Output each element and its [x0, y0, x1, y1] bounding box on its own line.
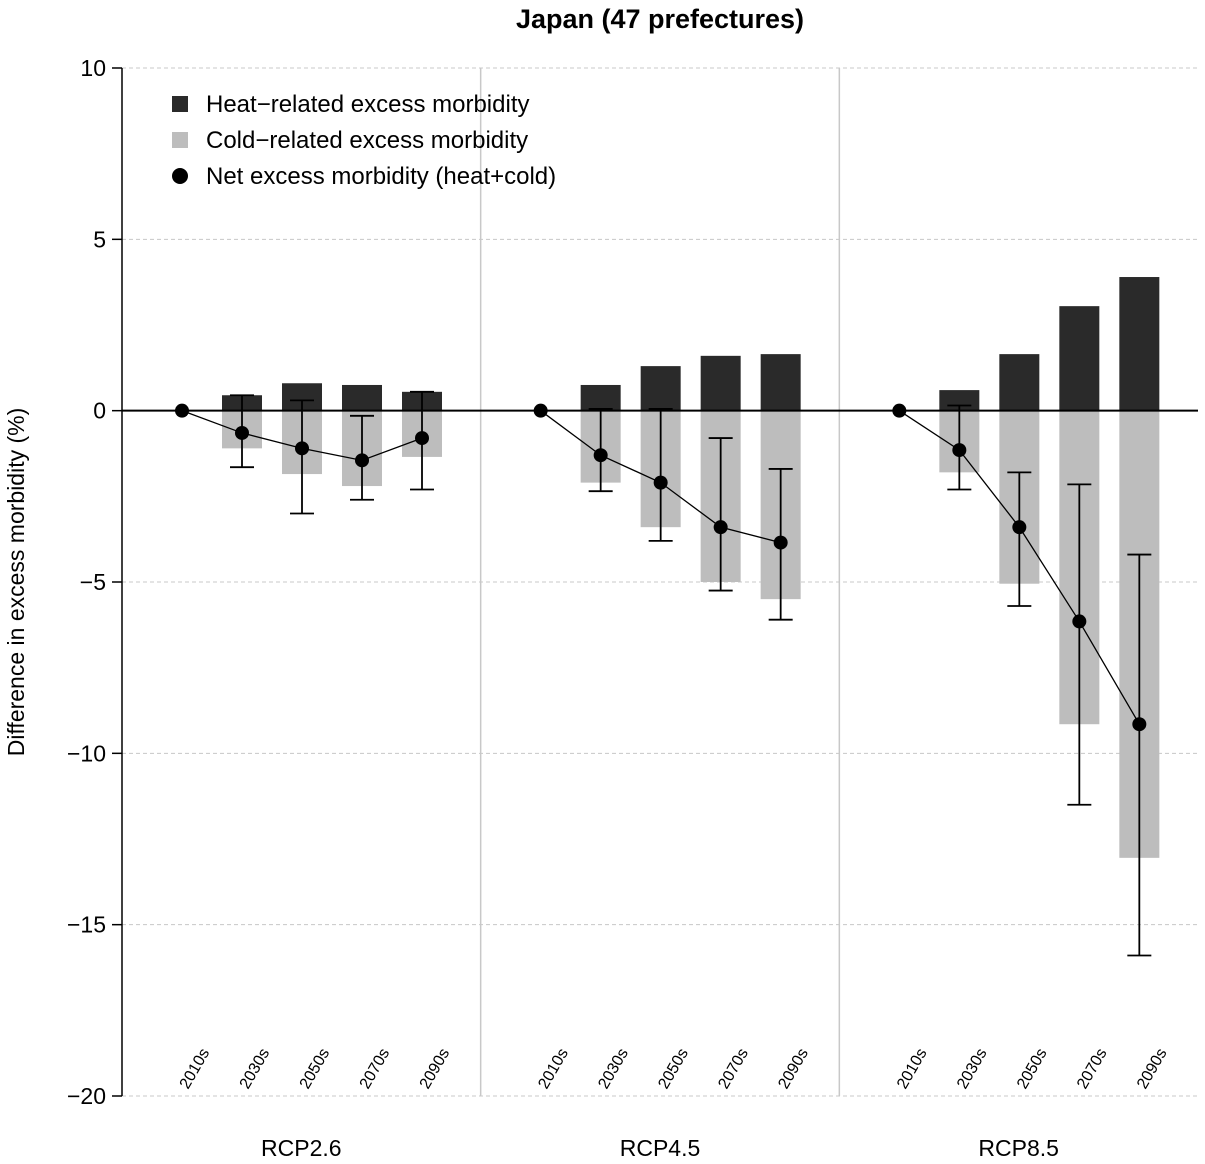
legend-label: Heat−related excess morbidity: [206, 91, 529, 118]
y-tick-label: −20: [67, 1083, 106, 1109]
net-point: [1072, 614, 1087, 629]
legend-net-marker: [172, 168, 188, 184]
legend-heat-swatch: [172, 96, 188, 112]
y-tick-label: −15: [67, 912, 106, 938]
net-points: [175, 403, 1147, 732]
heat-bar: [342, 384, 382, 411]
net-point: [235, 425, 249, 440]
error-bars: [230, 390, 1152, 957]
scenario-labels: RCP2.6 RCP4.5 RCP8.5: [261, 1135, 1059, 1161]
decade-label: 2050s: [655, 1046, 692, 1092]
chart-title: Japan (47 prefectures): [516, 4, 804, 34]
heat-bar: [640, 366, 681, 411]
net-point: [533, 403, 548, 418]
net-point: [892, 403, 907, 418]
panel-dividers: [479, 68, 841, 1096]
decade-label: 2090s: [1134, 1046, 1171, 1092]
scenario-label: RCP4.5: [620, 1135, 701, 1161]
decade-label: 2010s: [894, 1046, 931, 1092]
heat-bar: [1059, 306, 1100, 411]
decade-label: 2070s: [1074, 1046, 1111, 1092]
decade-label: 2030s: [954, 1046, 991, 1092]
y-tick-label: 0: [93, 398, 106, 424]
net-point: [175, 403, 189, 418]
legend: Heat−related excess morbidity Cold−relate…: [172, 91, 556, 190]
decade-label: 2030s: [595, 1046, 632, 1092]
decade-label: 2050s: [297, 1046, 334, 1092]
legend-cold-swatch: [172, 132, 188, 148]
net-point: [415, 431, 429, 446]
net-point: [1012, 520, 1027, 535]
net-point: [355, 453, 369, 468]
heat-bar: [1119, 277, 1160, 411]
decade-label: 2030s: [237, 1046, 274, 1092]
decade-label: 2010s: [177, 1046, 214, 1092]
y-tick-label: −5: [80, 569, 106, 595]
decade-label: 2070s: [715, 1046, 752, 1092]
net-point: [952, 443, 967, 458]
scenario-label: RCP2.6: [261, 1135, 342, 1161]
legend-label: Net excess morbidity (heat+cold): [206, 163, 556, 190]
y-tick-label: 10: [80, 55, 106, 81]
net-point: [653, 475, 668, 490]
heat-bar: [700, 355, 741, 411]
decade-label: 2090s: [417, 1046, 454, 1092]
y-tick-label: 5: [93, 226, 106, 252]
net-point: [713, 520, 728, 535]
decade-label: 2050s: [1014, 1046, 1051, 1092]
decade-label: 2090s: [775, 1046, 812, 1092]
scenario-label: RCP8.5: [978, 1135, 1059, 1161]
y-axis-label: Difference in excess morbidity (%): [3, 408, 29, 757]
net-point: [295, 441, 309, 456]
decade-label: 2070s: [357, 1046, 394, 1092]
net-point: [593, 448, 608, 463]
legend-label: Cold−related excess morbidity: [206, 127, 528, 154]
heat-bar: [999, 354, 1040, 411]
decade-label: 2010s: [535, 1046, 572, 1092]
decade-labels: 2010s 2030s 2050s 2070s 2090s 2010s 2030s 2050s…: [177, 1046, 1171, 1092]
y-tick-label: −10: [67, 740, 106, 766]
net-point: [1132, 717, 1147, 732]
heat-bar: [580, 384, 621, 411]
heat-bar: [760, 354, 801, 411]
net-point: [773, 535, 788, 550]
y-axis: 10 5 0 −5 −10 −15 −20: [67, 55, 123, 1109]
